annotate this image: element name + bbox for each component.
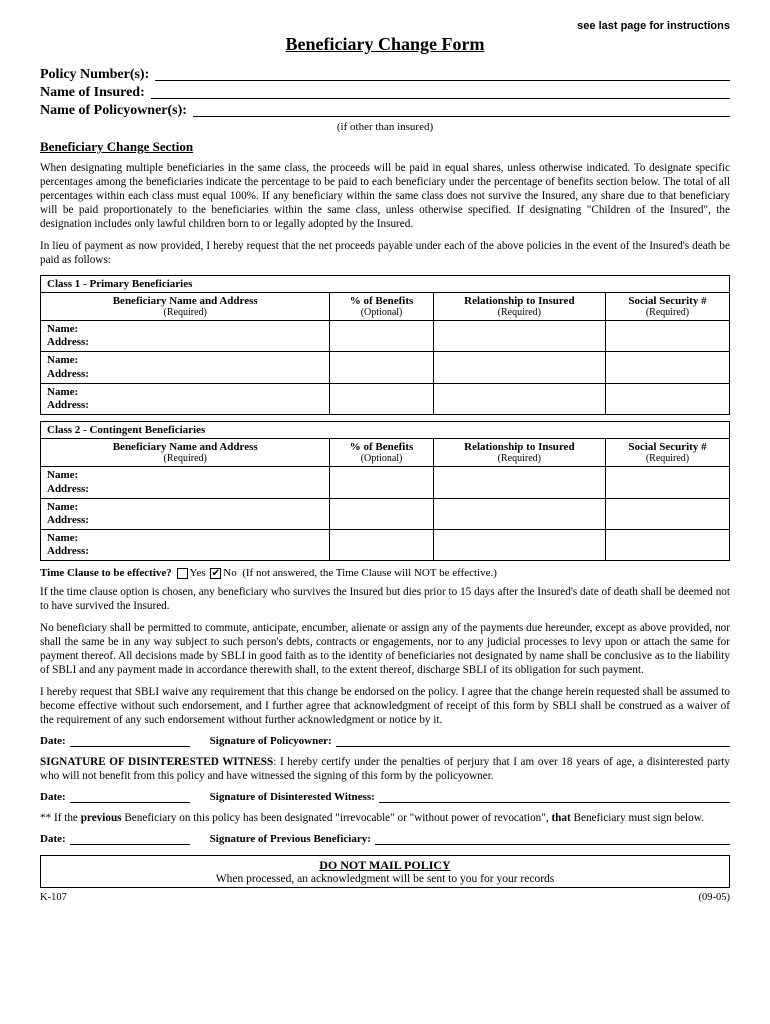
class2-title: Class 2 - Contingent Beneficiaries xyxy=(41,422,730,439)
page-footer: K-107 (09-05) xyxy=(40,892,730,903)
form-code: K-107 xyxy=(40,892,67,903)
class1-title: Class 1 - Primary Beneficiaries xyxy=(41,276,730,293)
col-percent: % of Benefits(Optional) xyxy=(330,293,433,321)
name-policyowner-field[interactable] xyxy=(193,103,730,117)
table-row: Name:Address: xyxy=(41,530,730,561)
name-policyowner-row: Name of Policyowner(s): xyxy=(40,103,730,119)
waive-para: I hereby request that SBLI waive any req… xyxy=(40,685,730,727)
col-ssn: Social Security #(Required) xyxy=(605,293,729,321)
table-row: Name:Address: xyxy=(41,383,730,414)
name-insured-label: Name of Insured: xyxy=(40,85,151,101)
col-relationship: Relationship to Insured(Required) xyxy=(433,293,605,321)
policyowner-sig-row: Date: Signature of Policyowner: xyxy=(40,735,730,747)
date-field[interactable] xyxy=(70,735,190,747)
table-row: Name:Address: xyxy=(41,352,730,383)
table-row: Name:Address: xyxy=(41,467,730,498)
col-name-address: Beneficiary Name and Address(Required) xyxy=(41,293,330,321)
class2-table: Class 2 - Contingent Beneficiaries Benef… xyxy=(40,421,730,561)
name-insured-row: Name of Insured: xyxy=(40,85,730,101)
policy-number-row: Policy Number(s): xyxy=(40,67,730,83)
time-clause-para: If the time clause option is chosen, any… xyxy=(40,585,730,613)
instructions-para-2: In lieu of payment as now provided, I he… xyxy=(40,239,730,267)
time-clause-line: Time Clause to be effective? Yes ✔No (If… xyxy=(40,567,730,579)
name-insured-field[interactable] xyxy=(151,85,730,99)
no-checkbox[interactable]: ✔ xyxy=(210,568,221,579)
col-ssn: Social Security #(Required) xyxy=(605,439,729,467)
section-title: Beneficiary Change Section xyxy=(40,139,730,155)
col-name-address: Beneficiary Name and Address(Required) xyxy=(41,439,330,467)
date-field[interactable] xyxy=(70,833,190,845)
no-beneficiary-para: No beneficiary shall be permitted to com… xyxy=(40,621,730,677)
name-policyowner-label: Name of Policyowner(s): xyxy=(40,103,193,119)
table-row: Name:Address: xyxy=(41,498,730,529)
previous-signature-field[interactable] xyxy=(375,833,730,845)
instructions-para-1: When designating multiple beneficiaries … xyxy=(40,161,730,231)
class1-table: Class 1 - Primary Beneficiaries Benefici… xyxy=(40,275,730,415)
col-percent: % of Benefits(Optional) xyxy=(330,439,433,467)
witness-para: SIGNATURE OF DISINTERESTED WITNESS: I he… xyxy=(40,755,730,783)
policy-number-field[interactable] xyxy=(155,67,730,81)
previous-beneficiary-note: ** If the previous Beneficiary on this p… xyxy=(40,811,730,825)
previous-sig-row: Date: Signature of Previous Beneficiary: xyxy=(40,833,730,845)
witness-signature-field[interactable] xyxy=(379,791,730,803)
policyowner-subnote: (if other than insured) xyxy=(40,121,730,133)
policy-number-label: Policy Number(s): xyxy=(40,67,155,83)
mail-box: DO NOT MAIL POLICY When processed, an ac… xyxy=(40,855,730,888)
instructions-note: see last page for instructions xyxy=(40,20,730,32)
form-date: (09-05) xyxy=(699,892,731,903)
policyowner-signature-field[interactable] xyxy=(336,735,730,747)
witness-sig-row: Date: Signature of Disinterested Witness… xyxy=(40,791,730,803)
col-relationship: Relationship to Insured(Required) xyxy=(433,439,605,467)
form-title: Beneficiary Change Form xyxy=(40,34,730,55)
yes-checkbox[interactable] xyxy=(177,568,188,579)
date-field[interactable] xyxy=(70,791,190,803)
table-row: Name:Address: xyxy=(41,321,730,352)
